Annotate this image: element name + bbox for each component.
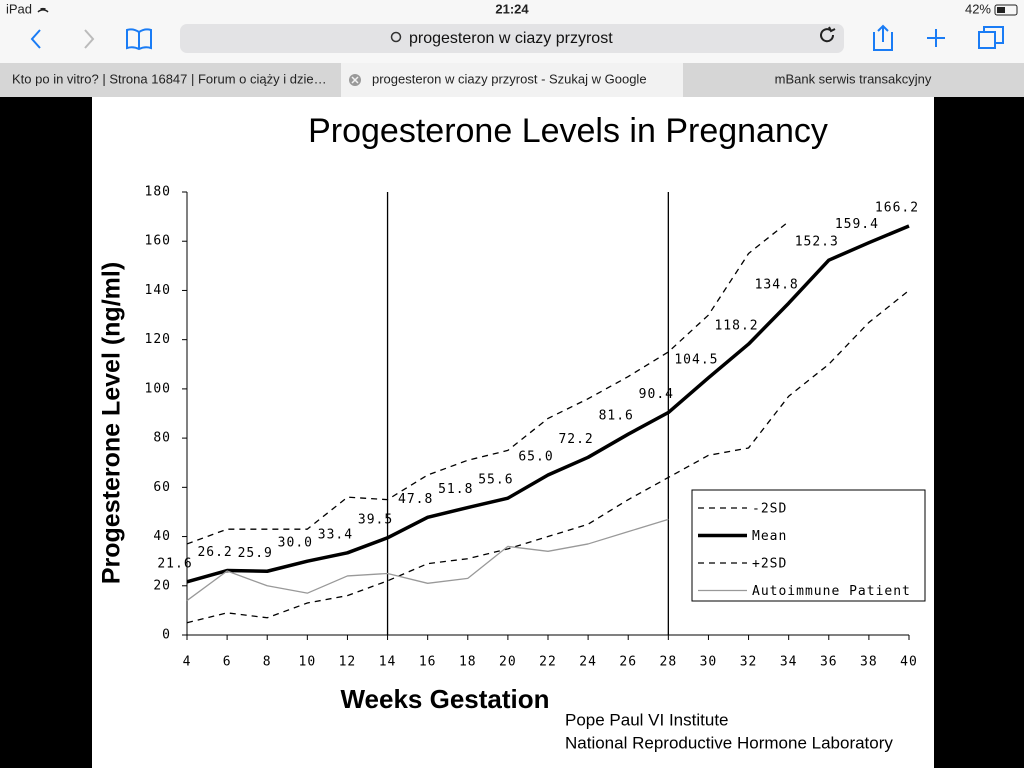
search-icon xyxy=(390,31,402,43)
new-tab-button[interactable] xyxy=(927,29,945,47)
series-line xyxy=(186,221,790,545)
data-label: 72.2 xyxy=(558,432,593,447)
y-axis-label: Progesterone Level (ng/ml) xyxy=(98,262,126,584)
data-label: 104.5 xyxy=(674,352,718,367)
y-tick-label: 180 xyxy=(145,185,171,200)
x-tick-label: 8 xyxy=(263,655,272,670)
x-tick-label: 12 xyxy=(339,655,357,670)
tab-active[interactable] xyxy=(341,63,683,97)
x-tick-label: 24 xyxy=(579,655,597,670)
legend-label: +2SD xyxy=(752,557,787,572)
bookmarks-button[interactable] xyxy=(126,28,152,51)
tab-title: Kto po in vitro? | Strona 16847 | Forum … xyxy=(12,71,327,86)
data-label: 25.9 xyxy=(238,546,273,561)
y-tick-label: 40 xyxy=(153,529,171,544)
chart-image xyxy=(92,97,934,768)
x-tick-label: 26 xyxy=(619,655,637,670)
legend-box xyxy=(691,489,926,602)
credit: National Reproductive Hormone Laboratory xyxy=(565,733,893,752)
forward-button[interactable] xyxy=(84,29,95,49)
device-name: iPad xyxy=(6,1,32,16)
legend-label: Autoimmune Patient xyxy=(752,584,911,599)
battery-fill xyxy=(997,7,1005,13)
y-tick-label: 60 xyxy=(153,480,171,495)
data-label: 33.4 xyxy=(318,527,353,542)
series-line xyxy=(186,224,910,584)
address-text: progesteron w ciazy przyrost xyxy=(409,30,613,47)
x-tick-label: 16 xyxy=(419,655,437,670)
series-line xyxy=(186,289,910,624)
data-label: 81.6 xyxy=(599,409,634,424)
x-tick-label: 10 xyxy=(299,655,317,670)
clock: 21:24 xyxy=(495,1,529,16)
x-tick-label: 28 xyxy=(660,655,678,670)
tab[interactable] xyxy=(683,63,1024,97)
x-tick-label: 18 xyxy=(459,655,477,670)
y-tick-label: 20 xyxy=(153,578,171,593)
x-tick-label: 22 xyxy=(539,655,557,670)
data-label: 39.5 xyxy=(358,512,393,527)
y-tick-label: 120 xyxy=(145,332,171,347)
tabs-button-back xyxy=(983,26,1004,44)
x-tick-label: 14 xyxy=(379,655,397,670)
data-label: 21.6 xyxy=(157,556,192,571)
y-tick-label: 160 xyxy=(145,234,171,249)
back-button[interactable] xyxy=(30,29,41,49)
x-tick-label: 6 xyxy=(223,655,232,670)
battery-level: 42% xyxy=(965,1,991,16)
data-label: 166.2 xyxy=(875,200,919,215)
legend-label: -2SD xyxy=(752,502,787,517)
reload-button[interactable] xyxy=(820,26,836,43)
legend-label: Mean xyxy=(752,529,787,544)
x-tick-label: 20 xyxy=(499,655,517,670)
data-label: 51.8 xyxy=(438,482,473,497)
share-button[interactable] xyxy=(873,24,893,51)
y-tick-label: 100 xyxy=(145,381,171,396)
chart-title: Progesterone Levels in Pregnancy xyxy=(308,112,828,150)
x-axis-label: Weeks Gestation xyxy=(340,684,549,714)
data-label: 65.0 xyxy=(518,450,553,465)
battery-icon xyxy=(994,4,1018,16)
x-tick-label: 32 xyxy=(740,655,758,670)
data-label: 152.3 xyxy=(795,235,839,250)
data-label: 159.4 xyxy=(835,217,879,232)
tab-title: mBank serwis transakcyjny xyxy=(775,71,932,86)
y-tick-label: 140 xyxy=(145,283,171,298)
x-tick-label: 30 xyxy=(700,655,718,670)
x-tick-label: 4 xyxy=(183,655,192,670)
data-label: 55.6 xyxy=(478,473,513,488)
series-line xyxy=(186,518,669,602)
x-tick-label: 34 xyxy=(780,655,798,670)
data-label: 134.8 xyxy=(755,278,799,293)
x-tick-label: 36 xyxy=(820,655,838,670)
address-bar[interactable] xyxy=(180,24,844,53)
close-icon xyxy=(351,76,359,84)
y-tick-label: 80 xyxy=(153,431,171,446)
tab[interactable] xyxy=(0,63,341,97)
data-label: 30.0 xyxy=(278,536,313,551)
data-label: 26.2 xyxy=(197,545,232,560)
data-label: 90.4 xyxy=(639,387,674,402)
y-tick-label: 0 xyxy=(162,628,171,643)
data-label: 47.8 xyxy=(398,492,433,507)
data-label: 118.2 xyxy=(714,319,758,334)
wifi-icon xyxy=(37,7,49,13)
tabs-button[interactable] xyxy=(978,31,996,49)
credit: Pope Paul VI Institute xyxy=(565,710,729,729)
tab-title: progesteron w ciazy przyrost - Szukaj w … xyxy=(372,71,647,86)
x-tick-label: 38 xyxy=(860,655,878,670)
x-tick-label: 40 xyxy=(900,655,918,670)
